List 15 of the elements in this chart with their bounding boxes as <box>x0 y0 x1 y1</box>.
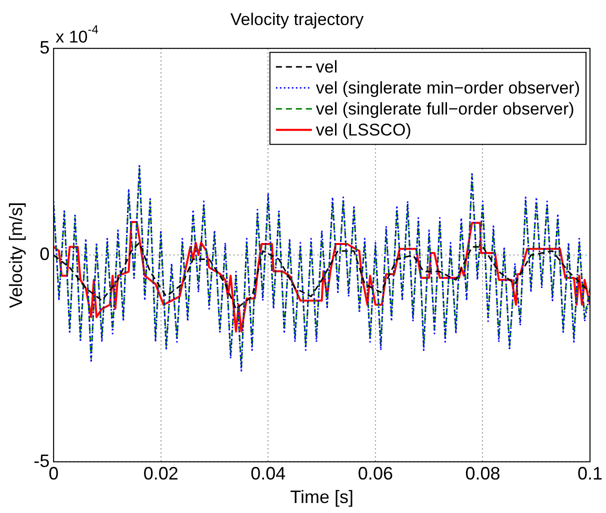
y-tick-label: -5 <box>34 450 50 471</box>
legend-label: vel <box>316 58 338 77</box>
x-tick-label: 0.04 <box>250 464 286 484</box>
legend-label: vel (singlerate full−order observer) <box>316 100 574 119</box>
x-tick-label: 0.1 <box>577 464 603 484</box>
x-axis-title: Time [s] <box>290 487 354 508</box>
x-tick-label: 0.02 <box>143 464 178 484</box>
legend-label: vel (singlerate min−order observer) <box>316 78 580 98</box>
chart-title: Velocity trajectory <box>230 10 364 29</box>
y-tick-label: 5 <box>40 37 50 58</box>
y-tick-label: 0 <box>40 244 50 264</box>
x-tick-label: 0.06 <box>358 464 393 484</box>
y-axis-title: Velocity [m/s] <box>6 202 26 308</box>
x-tick-label: 0.08 <box>465 464 500 484</box>
legend-label: vel (LSSCO) <box>316 120 412 140</box>
